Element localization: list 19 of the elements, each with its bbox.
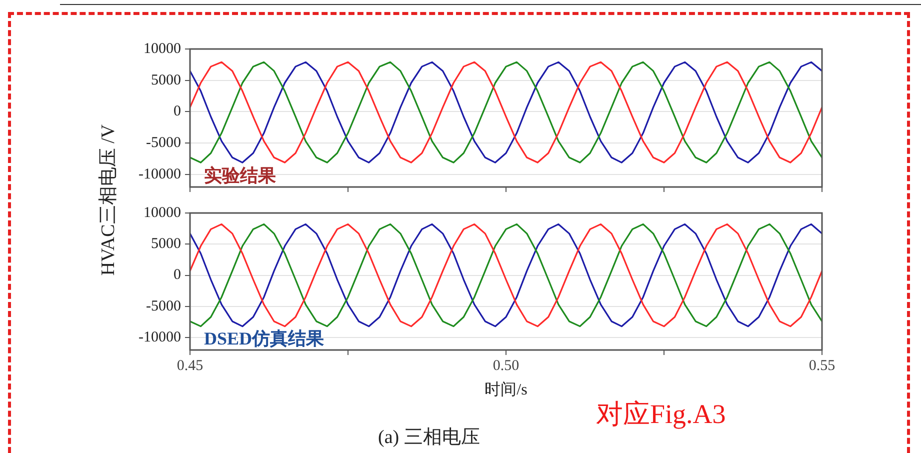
x-tick-label: 0.45 xyxy=(176,358,204,374)
y-tick-label: 10000 xyxy=(144,40,181,57)
y-tick-label: 10000 xyxy=(144,204,181,221)
y-tick-label: 0 xyxy=(174,267,181,284)
x-tick-label: 0.50 xyxy=(492,358,520,374)
y-tick-label: 5000 xyxy=(151,72,181,88)
y-tick-label: -5000 xyxy=(146,135,181,152)
x-axis-title: 时间/s xyxy=(484,380,528,399)
x-tick-label: 0.55 xyxy=(808,358,836,374)
y-axis-title: HVAC三相电压 /V xyxy=(97,124,120,276)
annotation: 实验结果 xyxy=(204,166,277,186)
y-tick-label: -5000 xyxy=(146,298,181,314)
y-tick-label: 5000 xyxy=(151,236,181,252)
text: (a) 三相电压 xyxy=(378,426,480,450)
y-tick-label: -10000 xyxy=(138,166,181,182)
text: 对应Fig.A3 xyxy=(596,398,726,431)
y-tick-label: 0 xyxy=(174,104,181,120)
annotation: DSED仿真结果 xyxy=(204,328,326,349)
y-tick-label: -10000 xyxy=(138,329,181,346)
